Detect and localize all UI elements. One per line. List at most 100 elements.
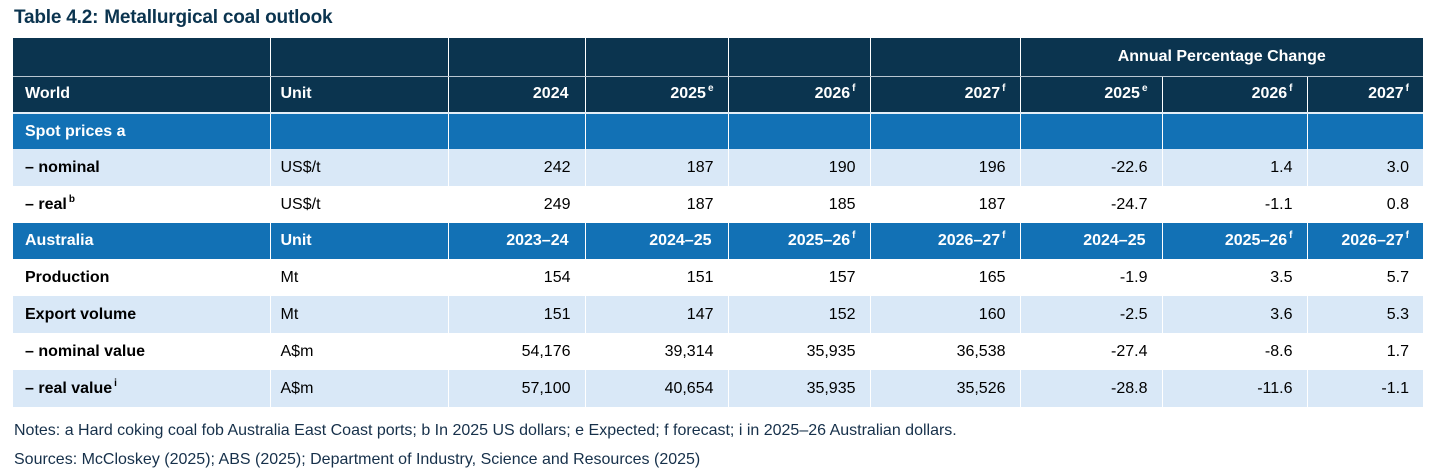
table-cell: -1.1 [1161,186,1307,223]
table-cell: 57,100 [447,370,585,407]
table-cell [1019,113,1162,149]
table-cell [727,38,870,77]
footnote-marker: f [852,230,856,241]
section-label: Australia [13,223,270,259]
sources-line: Sources: McCloskey (2025); ABS (2025); D… [14,451,701,468]
table-cell: 160 [869,296,1020,333]
world-column-header: World [13,76,270,114]
table-cell: 1.4 [1161,149,1307,186]
table-cell: 187 [584,186,728,223]
table-cell: 154 [447,259,585,296]
table-cell: 36,538 [869,333,1020,370]
table-cell: -28.8 [1019,370,1162,407]
year-column-header: 2024–25 [1019,223,1162,259]
table-cell: 187 [869,186,1020,223]
year-column-header: 2026 f [1161,76,1307,114]
table-row: Export volume Mt 151 147 152 160 -2.5 3.… [13,296,1423,333]
year-column-header: 2025 e [584,76,728,114]
unit-cell: Mt [269,296,448,333]
table-cell: 3.5 [1161,259,1307,296]
row-label: Production [13,259,270,296]
footnote-marker: f [1002,83,1006,95]
table-cell: -1.9 [1019,259,1162,296]
unit-cell: Mt [269,259,448,296]
row-label: – real b [13,186,270,223]
metallurgical-coal-outlook-table: Annual Percentage Change World Unit 2024… [13,38,1423,407]
table-footnotes: Notes: a Hard coking coal fob Australia … [14,416,1423,474]
table-row: Annual Percentage Change [13,38,1423,77]
unit-column-header: Unit [269,76,448,114]
table-cell [269,113,448,149]
table-cell: -27.4 [1019,333,1162,370]
table-cell [869,38,1020,77]
table-cell: 242 [447,149,585,186]
table-cell [269,38,448,77]
table-cell: 185 [727,186,870,223]
spot-prices-section-row: Spot prices a [13,113,1423,149]
table-cell: 152 [727,296,870,333]
table-cell [447,38,585,77]
year-column-header: 2027 f [1306,76,1423,114]
table-cell: 0.8 [1306,186,1423,223]
year-column-header: 2024–25 [584,223,728,259]
table-cell [13,38,270,77]
notes-line: Notes: a Hard coking coal fob Australia … [14,422,957,439]
footnote-marker: f [852,83,856,95]
table-cell: 147 [584,296,728,333]
year-column-header: 2026 f [727,76,870,114]
table-cell: 5.7 [1306,259,1423,296]
row-label: Export volume [13,296,270,333]
table-cell [447,113,585,149]
table-row: World Unit 2024 2025 e 2026 f 2027 f 2025 e … [13,76,1423,114]
table-cell: 35,526 [869,370,1020,407]
year-column-header: 2023–24 [447,223,585,259]
table-cell: -22.6 [1019,149,1162,186]
australia-section-row: Australia Unit 2023–24 2024–25 2025–26 f … [13,223,1423,259]
table-cell: 1.7 [1306,333,1423,370]
year-column-header: 2026–27 f [1306,223,1423,259]
table-title: Table 4.2: Metallurgical coal outlook [14,7,1423,29]
table-row: Production Mt 154 151 157 165 -1.9 3.5 5… [13,259,1423,296]
footnote-marker: f [1289,83,1293,95]
table-cell: 5.3 [1306,296,1423,333]
table-cell: 40,654 [584,370,728,407]
table-cell: 3.6 [1161,296,1307,333]
year-column-header: 2025–26 f [727,223,870,259]
year-column-header: 2025 e [1019,76,1162,114]
table-cell: 157 [727,259,870,296]
unit-cell: US$/t [269,186,448,223]
footnote-marker: f [1002,230,1006,241]
table-row: – nominal value A$m 54,176 39,314 35,935… [13,333,1423,370]
table-cell: -11.6 [1161,370,1307,407]
table-cell: 187 [584,149,728,186]
footnote-marker: e [707,83,714,95]
table-cell [1306,113,1423,149]
footnote-marker: b [68,193,75,205]
table-cell: -24.7 [1019,186,1162,223]
table-cell [869,113,1020,149]
table-cell: -8.6 [1161,333,1307,370]
year-column-header: 2027 f [869,76,1020,114]
footnote-marker: f [1289,230,1293,241]
table-cell: 151 [584,259,728,296]
row-label: – real value i [13,370,270,407]
table-title-text: Metallurgical coal outlook [104,7,333,28]
table-cell: -1.1 [1306,370,1423,407]
table-cell: 165 [869,259,1020,296]
table-row: – nominal US$/t 242 187 190 196 -22.6 1.… [13,149,1423,186]
section-label: Spot prices a [13,113,270,149]
table-cell [727,113,870,149]
unit-cell: A$m [269,370,448,407]
footnote-marker: e [1141,83,1148,95]
year-column-header: 2024 [447,76,585,114]
table-cell: 196 [869,149,1020,186]
table-cell [584,113,728,149]
table-row: – real b US$/t 249 187 185 187 -24.7 -1.1… [13,186,1423,223]
table-cell [1161,113,1307,149]
table-cell: -2.5 [1019,296,1162,333]
unit-column-header: Unit [269,223,448,259]
table-cell: 35,935 [727,333,870,370]
table-cell: 151 [447,296,585,333]
footnote-marker: i [114,377,117,389]
year-column-header: 2026–27 f [869,223,1020,259]
